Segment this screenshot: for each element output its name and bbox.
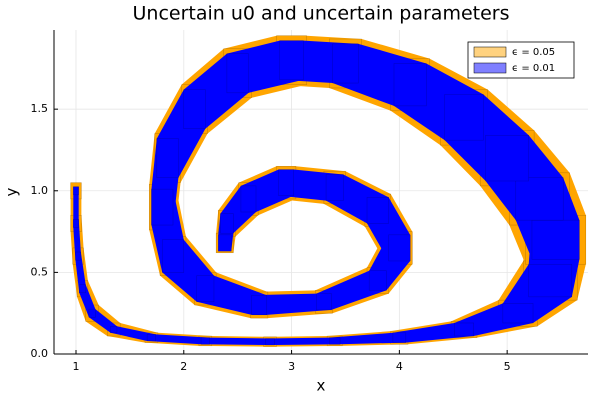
reach-box (502, 303, 534, 324)
chart-title: Uncertain u0 and uncertain parameters (133, 3, 510, 25)
reach-box (240, 185, 257, 213)
reach-box (515, 177, 564, 221)
band-fill (88, 309, 117, 333)
x-tick-label: 3 (288, 360, 295, 373)
legend-label: ϵ = 0.01 (512, 63, 555, 74)
reach-box (279, 40, 304, 81)
reach-box (316, 293, 332, 311)
x-tick-label: 5 (504, 360, 511, 373)
reach-box (251, 294, 268, 316)
reach-box (325, 174, 344, 201)
reach-box (278, 169, 294, 196)
reach-box (88, 308, 96, 318)
reach-box (151, 188, 174, 226)
x-tick-label: 2 (180, 360, 187, 373)
band-fill (265, 337, 341, 346)
band-fill (75, 251, 86, 293)
reach-box (220, 213, 234, 234)
x-axis-label: x (317, 377, 326, 395)
reach-box (454, 322, 474, 337)
reach-box (265, 338, 275, 346)
reach-box (368, 270, 387, 291)
reach-box (485, 135, 529, 182)
band-fill (392, 322, 474, 343)
legend-label: ϵ = 0.05 (512, 47, 555, 58)
reach-box (366, 197, 389, 224)
reach-box (75, 251, 82, 261)
y-tick-label: 1.0 (31, 184, 49, 197)
reach-box (218, 234, 232, 252)
band-fill (147, 334, 210, 345)
y-axis-label: y (3, 187, 21, 196)
reach-box (388, 234, 411, 262)
reach-box (528, 263, 573, 298)
reach-box (392, 332, 407, 343)
band-fill (329, 332, 406, 345)
reach-box (531, 219, 580, 260)
x-tick-label: 4 (396, 360, 403, 373)
reach-box (444, 94, 484, 141)
y-tick-label: 0.5 (31, 265, 49, 278)
band-fill (201, 337, 275, 346)
reach-box (156, 138, 179, 178)
series-band (73, 40, 580, 346)
reach-box (78, 284, 86, 294)
reach-box (200, 337, 210, 345)
reach-box (161, 239, 185, 273)
band-fill (251, 293, 332, 315)
x-tick-label: 1 (72, 360, 79, 373)
legend-swatch (473, 46, 507, 58)
reach-box (332, 43, 359, 84)
reach-box (110, 326, 118, 334)
y-tick-label: 1.5 (31, 102, 49, 115)
band-fill (196, 275, 267, 315)
y-tick-label: 0.0 (31, 347, 49, 360)
band-fill (110, 326, 156, 341)
reach-box (146, 334, 157, 342)
legend-swatch (473, 62, 507, 74)
reach-box (73, 219, 79, 228)
band-fill (316, 270, 387, 310)
band-fill (73, 219, 81, 261)
reach-box (73, 186, 79, 196)
reach-box (226, 53, 249, 94)
band-fill (73, 186, 79, 228)
reach-box (393, 63, 427, 107)
reach-box (196, 275, 215, 303)
reach-box (329, 337, 341, 345)
reach-box (183, 89, 206, 130)
